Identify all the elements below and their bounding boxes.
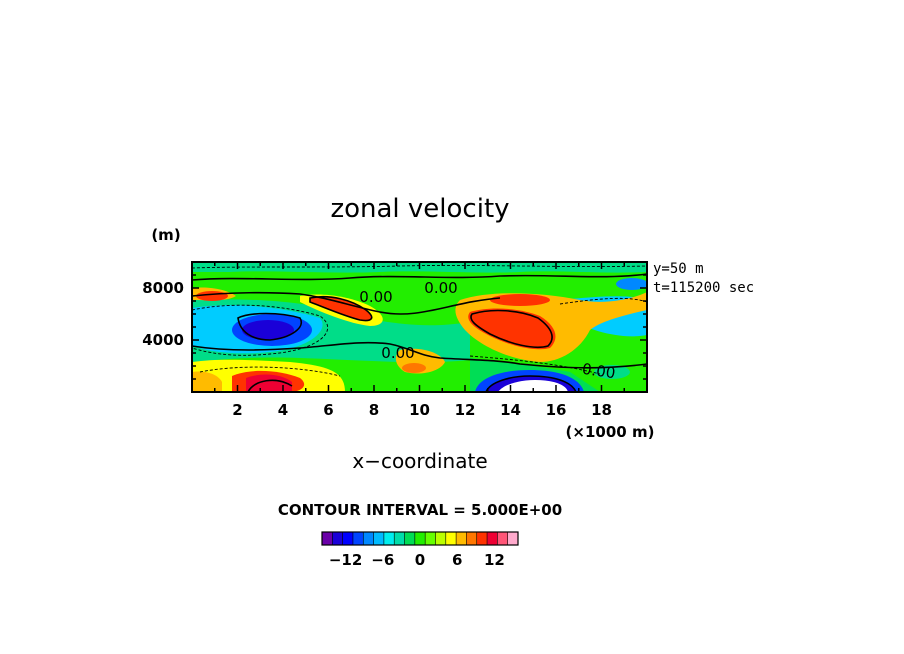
colorbar-swatch [445,532,457,545]
x-axis-label: x−coordinate [352,449,487,473]
info-line: t=115200 sec [653,280,754,296]
colorbar-tick-label: −12 [329,551,362,569]
x-unit-label: (×1000 m) [566,423,655,441]
colorbar-swatch [435,532,447,545]
colorbar-swatch [476,532,488,545]
x-tick-label: 8 [369,401,379,419]
contour-label: 0.00 [359,288,392,306]
x-tick-label: 10 [409,401,430,419]
colorbar-tick-label: 12 [484,551,505,569]
colorbar-swatch [394,532,405,545]
velocity-field: 0.00 0.00 0.00 0.00 [192,262,647,392]
colorbar-labels: −12 −6 0 6 12 [329,551,505,569]
colorbar-swatch [373,532,385,545]
colorbar-tick-label: −6 [371,551,394,569]
x-axis: 2 4 6 8 10 12 14 16 18 [214,262,625,419]
contour-labels: 0.00 0.00 0.00 0.00 [359,279,616,382]
chart-title: zonal velocity [330,194,509,224]
colorbar-swatch [456,532,467,545]
colorbar-swatch [322,532,333,545]
contour-label: 0.00 [581,360,617,382]
maximum-region [310,296,372,321]
y-tick-label: 4000 [142,331,184,349]
x-tick-label: 4 [278,401,288,419]
colorbar-swatch [466,532,478,545]
colorbar-swatch [507,532,519,545]
contour-interval: CONTOUR INTERVAL = 5.000E+00 [278,501,562,519]
info-line: y=50 m [653,261,704,277]
x-tick-label: 16 [546,401,567,419]
x-tick-label: 6 [323,401,333,419]
y-unit-label: (m) [151,226,180,244]
colorbar-swatch [363,532,374,545]
colorbar-swatch [404,532,416,545]
y-axis: 4000 8000 [142,274,647,380]
colorbar-swatch [425,532,436,545]
colorbar-tick-label: 0 [415,551,425,569]
colorbar-swatch [414,532,426,545]
colorbar-swatch [352,532,364,545]
colorbar-swatch [342,532,354,545]
colorbar-swatch [383,532,395,545]
colorbar-swatch [497,532,508,545]
colorbar-swatch [487,532,498,545]
contour-label: 0.00 [424,279,457,297]
colorbar [321,531,519,546]
colorbar-tick-label: 6 [452,551,462,569]
x-tick-label: 2 [232,401,242,419]
contour-label: 0.00 [381,344,414,362]
x-tick-label: 12 [455,401,476,419]
colorbar-frame [321,531,519,546]
x-tick-label: 14 [500,401,521,419]
colorbar-swatch [332,532,343,545]
x-tick-label: 18 [591,401,612,419]
y-tick-label: 8000 [142,279,184,297]
